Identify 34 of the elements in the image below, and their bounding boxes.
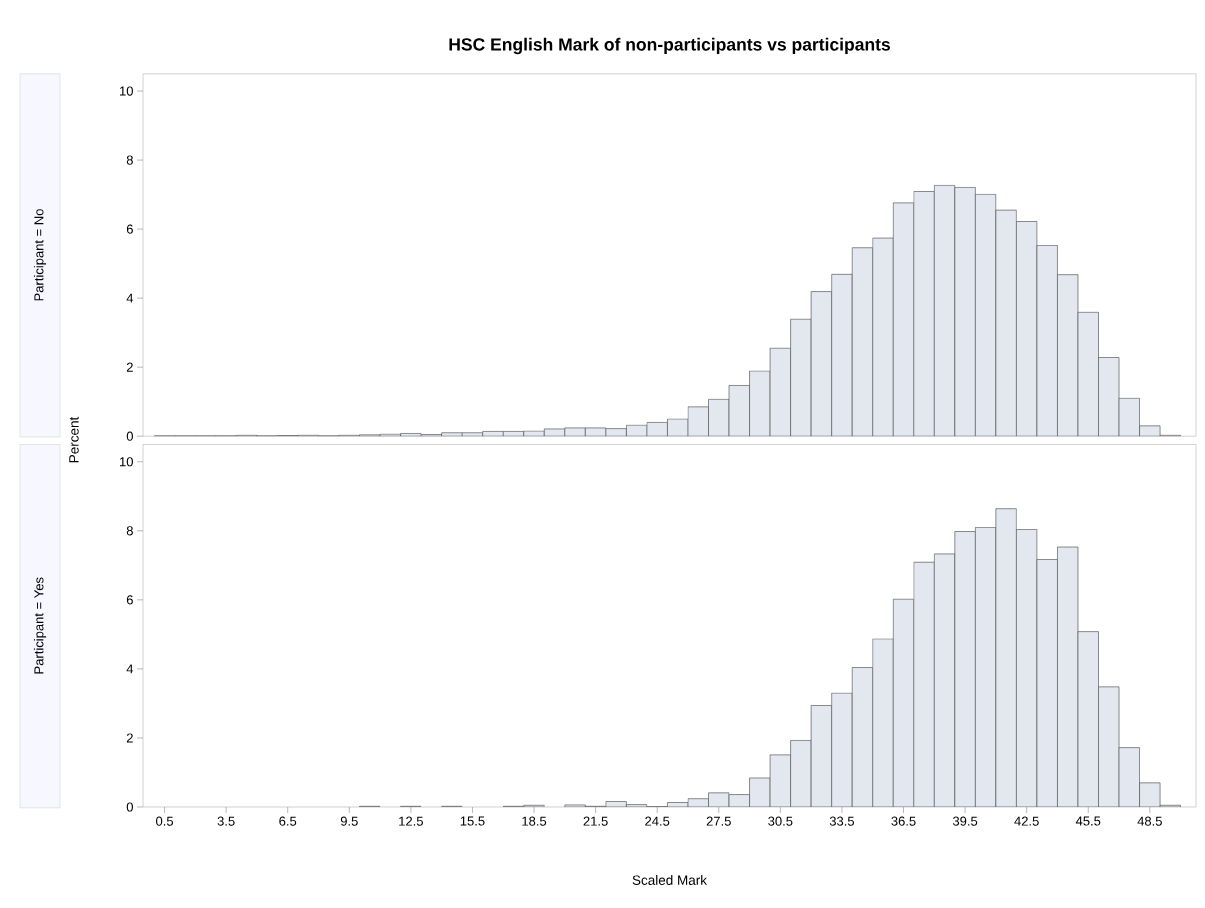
y-axis-title: Percent	[69, 416, 79, 463]
y-tick-label: 10	[120, 86, 133, 96]
x-tick-label: 42.5	[1014, 816, 1039, 826]
x-tick-label: 24.5	[645, 816, 670, 826]
y-tick-label: 8	[126, 526, 133, 536]
x-tick-label: 9.5	[340, 816, 358, 826]
chart-title: HSC English Mark of non-participants vs participants	[449, 37, 890, 55]
y-tick-label: 8	[126, 155, 133, 165]
x-tick-label: 0.5	[156, 816, 174, 826]
y-tick-label: 2	[126, 733, 133, 743]
x-tick-label: 27.5	[706, 816, 731, 826]
y-tick-label: 4	[126, 293, 134, 303]
text: Participant = Yes	[33, 577, 47, 674]
x-tick-label: 30.5	[768, 816, 793, 826]
y-tick-label: 0	[126, 802, 133, 812]
x-tick-label: 15.5	[460, 816, 485, 826]
x-axis-title: Scaled Mark	[632, 875, 708, 885]
x-tick-label: 36.5	[891, 816, 916, 826]
y-tick-label: 2	[126, 362, 133, 372]
y-tick-label: 10	[120, 457, 133, 467]
x-tick-label: 3.5	[217, 816, 235, 826]
x-tick-label: 21.5	[583, 816, 608, 826]
y-tick-label: 0	[126, 431, 133, 441]
y-tick-label: 6	[126, 224, 133, 234]
x-tick-label: 33.5	[829, 816, 855, 826]
x-tick-label: 48.5	[1137, 816, 1162, 826]
y-tick-label: 4	[126, 664, 134, 674]
x-tick-label: 39.5	[952, 816, 978, 826]
y-tick-label: 6	[126, 595, 133, 605]
text: Participant = No	[33, 209, 47, 301]
x-tick-label: 6.5	[279, 816, 297, 826]
x-tick-label: 18.5	[522, 816, 547, 826]
x-tick-label: 45.5	[1075, 816, 1101, 826]
x-tick-label: 12.5	[399, 816, 423, 826]
